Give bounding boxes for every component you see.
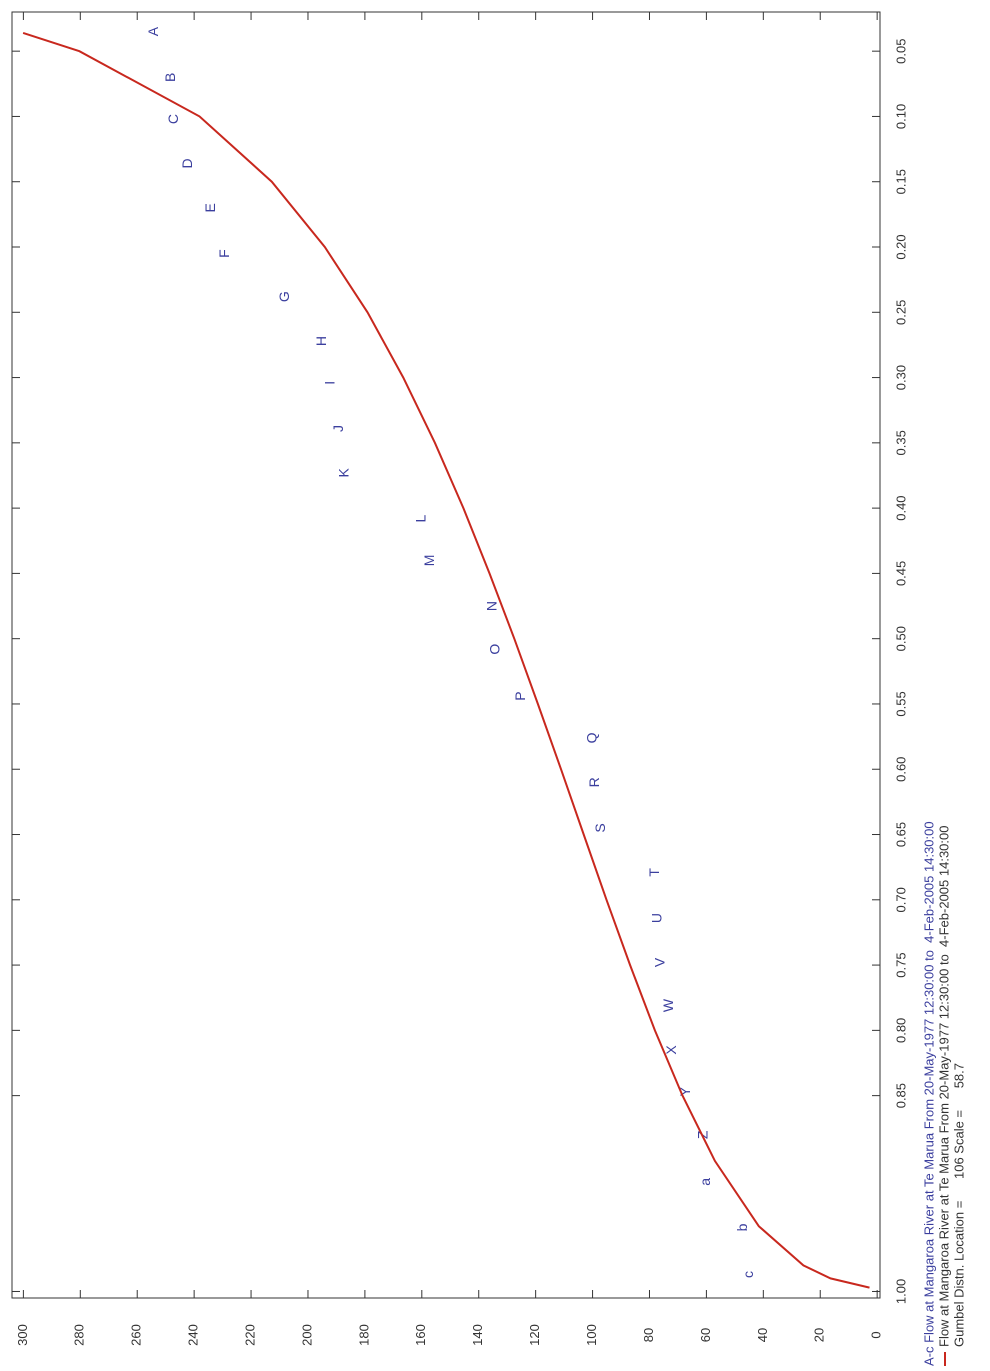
y-tick-label: 140 [470,1324,485,1346]
point-letter: T [646,868,662,877]
x-tick-label: 0.10 [893,104,908,129]
point-letter: F [216,249,232,258]
legend-label: Flow at Mangaroa River at Te Marua From … [936,826,951,1348]
y-tick-label: 200 [299,1324,314,1346]
y-tick-label: 240 [186,1324,201,1346]
point-letter: V [652,957,668,967]
point-letter: M [421,555,437,567]
point-letter: J [330,425,346,432]
x-tick-label: 0.75 [893,952,908,977]
point-letter: Q [583,732,599,743]
point-letter: P [512,691,528,700]
y-tick-label: 40 [755,1328,770,1342]
point-letter: X [663,1045,679,1055]
x-tick-label: 1.00 [893,1279,908,1304]
annotation: Gumbel Distn. Location = 106 Scale = 58.… [951,1063,966,1347]
y-tick-label: 280 [72,1324,87,1346]
point-letter: L [413,514,429,522]
x-tick-label: 0.40 [893,495,908,520]
point-letter: c [740,1271,756,1278]
x-tick-label: 0.20 [893,234,908,259]
x-tick-label: 0.55 [893,691,908,716]
point-letter: C [165,114,181,124]
point-letter: H [313,336,329,346]
point-letter: S [592,823,608,832]
point-letter: b [734,1223,750,1231]
y-tick-label: 220 [242,1324,257,1346]
fit-curve [22,31,870,1289]
x-tick-label: 0.80 [893,1018,908,1043]
point-letter: U [649,913,665,923]
y-tick-label: 100 [584,1324,599,1346]
x-tick-label: 0.15 [893,169,908,194]
point-letter: W [660,998,676,1012]
point-letter: I [321,381,337,385]
y-tick-label: 160 [413,1324,428,1346]
x-tick-label: 0.30 [893,365,908,390]
point-letter: B [162,73,178,82]
x-tick-label: 0.05 [893,39,908,64]
x-tick-label: 0.70 [893,887,908,912]
x-tick-label: 0.50 [893,626,908,651]
y-tick-label: 180 [356,1324,371,1346]
point-letter: E [202,203,218,212]
x-tick-label: 0.25 [893,300,908,325]
x-tick-label: 0.85 [893,1083,908,1108]
plot-frame [11,11,881,1299]
point-letter: D [179,158,195,168]
x-tick-label: 0.45 [893,561,908,586]
point-letter: N [484,601,500,611]
y-tick-label: 60 [698,1328,713,1342]
y-tick-label: 120 [527,1324,542,1346]
point-letter: R [586,777,602,787]
point-letter: G [276,291,292,302]
point-letter: K [336,468,352,478]
point-letter: O [487,644,503,655]
y-tick-label: 300 [15,1324,30,1346]
y-tick-label: 80 [641,1328,656,1342]
y-tick-label: 20 [812,1328,827,1342]
point-letter: A [145,26,161,36]
y-tick-label: 0 [869,1331,884,1338]
x-tick-label: 0.35 [893,430,908,455]
point-letter: Y [677,1086,693,1096]
legend-label: A-c Flow at Mangaroa River at Te Marua F… [921,821,936,1366]
x-tick-label: 0.65 [893,822,908,847]
y-tick-label: 260 [129,1324,144,1346]
point-letter: a [697,1178,713,1186]
x-tick-label: 0.60 [893,757,908,782]
